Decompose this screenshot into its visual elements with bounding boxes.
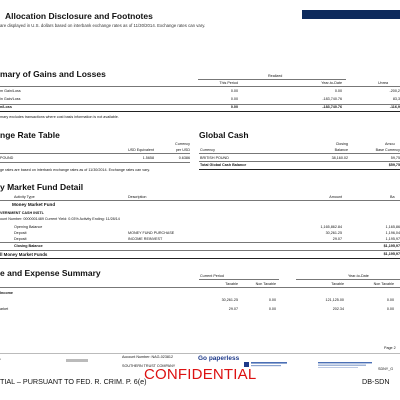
fx-note: ge rates are based on interbank exchange… [0, 168, 150, 172]
cash-total-value: $59,75 [388, 163, 400, 167]
gains-footnote: mary excludes transactions where cost ba… [0, 115, 119, 119]
fx-col-per-usd: per USD [175, 148, 190, 152]
gains-row-label: m Gain/Loss [0, 89, 21, 93]
gains-row-ytd: -183,740.76 [322, 97, 342, 101]
fx-row-usd: 1.5658 [142, 156, 154, 160]
income-row-taxable: 29.07 [228, 307, 238, 311]
fx-title: nge Rate Table [0, 130, 60, 140]
mmf-row-balance: 1,195,97 [385, 237, 400, 241]
cash-col-base: Base Currency [375, 148, 400, 152]
gains-total-unrealized: -116,9 [389, 105, 400, 109]
gains-col-period: This Period [219, 81, 238, 85]
cash-col-balance: Balance [334, 148, 348, 152]
gains-row-period: 0.00 [230, 97, 238, 101]
confidential-banner: TIAL – PURSUANT TO FED. R. CRIM. P. 6(e) [0, 377, 147, 386]
gains-row-period: 0.00 [230, 89, 238, 93]
cash-col-closing: Closing [335, 142, 348, 146]
income-title: e and Expense Summary [0, 268, 101, 278]
cash-row-label: BRITISH POUND [200, 156, 229, 160]
header-note: are displayed in U.S. dollars based on i… [0, 23, 206, 28]
gains-total-label: n/Loss [0, 105, 12, 109]
income-row-nontaxable-ytd: 0.00 [386, 298, 394, 302]
fx-col-currency: Currency [175, 142, 190, 146]
income-row-taxable: 30,261.25 [221, 298, 238, 302]
mmf-row-type: Deposit [14, 231, 27, 235]
mmf-row-description: MONEY FUND PURCHASE [128, 231, 175, 235]
mmf-closing-value: $1,195,97 [383, 244, 400, 248]
mmf-sub-name: VERNMENT CASH INSTL [0, 211, 44, 215]
cash-row-closing: 38,160.02 [331, 156, 348, 160]
gains-row-label: in Gain/Loss [0, 97, 21, 101]
mmf-title: y Market Fund Detail [0, 182, 84, 192]
cash-col-amount: Amou [385, 142, 395, 146]
bates-number: DB-SDN [362, 377, 390, 386]
mmf-sub-detail: ount Number: 0000001489 Current Yield: 0… [0, 217, 120, 221]
mmf-closing-label: Closing Balance [14, 244, 43, 248]
fx-row-per-usd: 0.6386 [178, 156, 190, 160]
income-section-label: Income [0, 291, 13, 295]
gains-col-unrealized: Unrea [378, 81, 389, 85]
mmf-row-amount: 29.07 [332, 237, 342, 241]
gains-row-ytd: 0.00 [334, 89, 342, 93]
mmf-col-description: Description [128, 195, 147, 199]
mmf-total-label: ll Money Market Funds [0, 252, 48, 257]
mmf-fund-name: Money Market Fund [12, 202, 56, 207]
mmf-row-amount: 1,165,862.84 [320, 225, 342, 229]
footer-signature [66, 359, 88, 362]
income-row-taxable-ytd: 121,125.00 [325, 298, 344, 302]
income-group-ytd: Year-to-Date [348, 274, 369, 278]
footer-account-number: Account Number: NAG-023812 [122, 355, 174, 359]
mmf-row-balance: 1,196,04 [385, 231, 400, 235]
income-row-nontaxable-ytd: 0.00 [386, 307, 394, 311]
income-col-nontaxable: Non Taxable [255, 282, 276, 286]
income-row-nontaxable: 0.00 [268, 298, 276, 302]
header-bar [302, 10, 400, 19]
mmf-row-balance: 1,165,86 [385, 225, 400, 229]
gains-row-unrealized: -200,2 [389, 89, 400, 93]
income-row-label: arket [0, 307, 9, 311]
gains-total-ytd: -183,740.76 [322, 105, 342, 109]
mmf-col-amount: Amount [329, 195, 342, 199]
income-col-taxable: Taxable [225, 282, 238, 286]
mmf-total-value: $1,195,97 [383, 252, 400, 256]
confidential-stamp: CONFIDENTIAL [144, 366, 257, 383]
cash-col-currency: Currency [200, 148, 215, 152]
page-title: Allocation Disclosure and Footnotes [5, 11, 153, 21]
footer-bank: SOUTHERN TRUST COMPANY [122, 364, 176, 368]
income-row-nontaxable: 0.00 [268, 307, 276, 311]
gains-group-realized: Realized [268, 74, 283, 78]
mmf-row-amount: 30,261.25 [325, 231, 342, 235]
mmf-row-description: INCOME REINVEST [128, 237, 163, 241]
income-row-taxable-ytd: 202.34 [332, 307, 344, 311]
income-group-current: Current Period [200, 274, 224, 278]
mmf-col-type: Activity Type [14, 195, 35, 199]
cash-total-label: Total Global Cash Balance [200, 163, 247, 167]
cash-row-base: 59,75 [390, 156, 400, 160]
footer-seal-icon [318, 356, 376, 368]
footer-emblem-icon [244, 356, 288, 367]
income-col-taxable-ytd: Taxable [331, 282, 344, 286]
footer-sdny: SDNY_G [378, 367, 394, 371]
fx-row-label: POUND [0, 156, 14, 160]
cash-title: Global Cash [199, 130, 249, 140]
gains-row-unrealized: 83,3 [392, 97, 400, 101]
go-paperless-logo: Go paperless [198, 355, 240, 362]
mmf-col-balance: Ba [390, 195, 395, 199]
gains-total-period: 0.00 [230, 105, 238, 109]
page-number: Page 2 [384, 346, 396, 350]
mmf-row-type: Opening Balance [14, 225, 43, 229]
gains-col-ytd: Year-to-Date [321, 81, 342, 85]
mmf-row-type: Deposit [14, 237, 27, 241]
fx-col-usd: USD Equivalent [127, 148, 154, 152]
gains-title: mary of Gains and Losses [0, 69, 106, 79]
income-col-nontaxable-ytd: Non Taxable [373, 282, 394, 286]
